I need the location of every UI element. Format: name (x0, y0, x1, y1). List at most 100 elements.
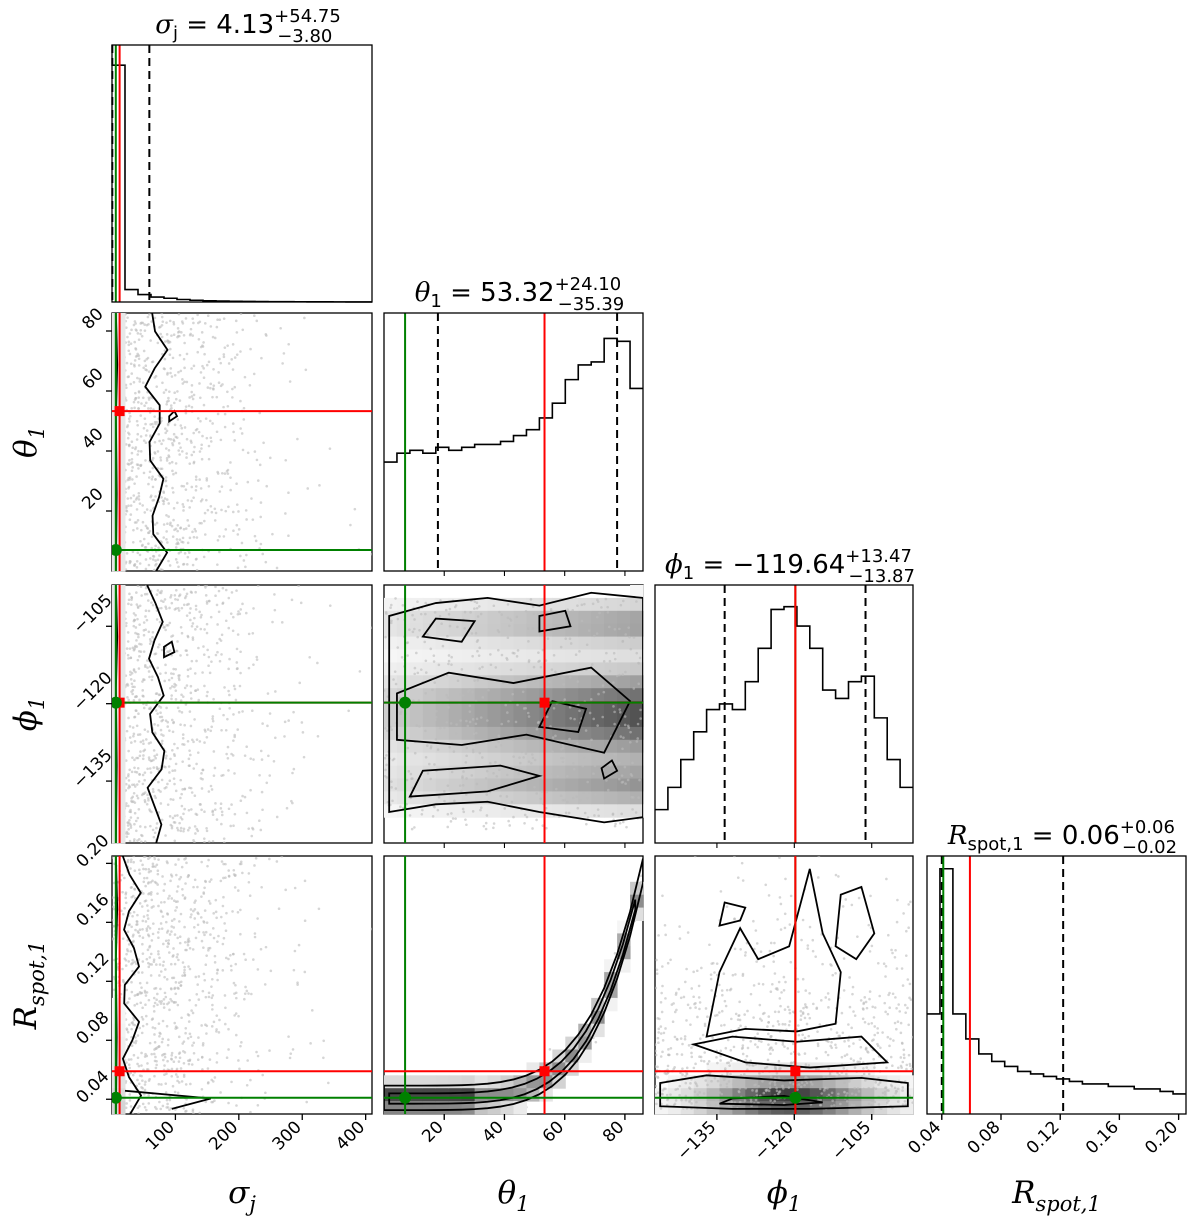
scatter-point (130, 671, 134, 675)
scatter-point (400, 655, 404, 659)
scatter-point (192, 431, 195, 435)
scatter-point (689, 1006, 692, 1010)
scatter-point (704, 1079, 708, 1082)
scatter-point (183, 366, 186, 370)
scatter-point (692, 995, 695, 999)
scatter-point (445, 693, 448, 697)
scatter-point (221, 602, 225, 605)
scatter-point (128, 332, 132, 335)
scatter-point (823, 1089, 826, 1092)
density-cell (448, 649, 463, 663)
scatter-point (725, 1061, 729, 1065)
scatter-point (136, 632, 139, 636)
scatter-point (729, 1048, 733, 1052)
scatter-point (223, 994, 227, 997)
scatter-point (136, 605, 140, 608)
scatter-point (245, 989, 249, 993)
scatter-point (211, 927, 215, 930)
scatter-point (778, 997, 782, 1000)
scatter-point (169, 997, 172, 1001)
scatter-point (432, 660, 436, 663)
scatter-point (184, 594, 188, 598)
scatter-point (475, 782, 479, 786)
scatter-point (423, 720, 426, 724)
scatter-point (181, 1042, 185, 1045)
scatter-point (688, 1099, 691, 1103)
scatter-point (848, 1080, 851, 1083)
scatter-point (225, 911, 228, 915)
scatter-point (183, 968, 186, 972)
scatter-point (268, 857, 271, 861)
scatter-point (223, 472, 227, 475)
scatter-point (158, 439, 161, 443)
scatter-point (137, 491, 141, 495)
scatter-point (185, 614, 189, 617)
scatter-point (293, 886, 297, 890)
density-cell (539, 662, 553, 676)
scatter-point (219, 802, 223, 806)
scatter-point (212, 774, 216, 777)
scatter-point (232, 430, 235, 434)
scatter-point (569, 642, 573, 645)
scatter-point (816, 1044, 820, 1048)
scatter-point (474, 722, 478, 726)
scatter-point (284, 512, 287, 515)
scatter-point (192, 460, 196, 464)
density-cell (617, 662, 631, 676)
scatter-point (136, 839, 139, 842)
scatter-point (581, 764, 585, 768)
scatter-point (197, 998, 201, 1001)
scatter-point (135, 438, 139, 441)
scatter-point (129, 513, 133, 516)
scatter-point (265, 781, 269, 785)
scatter-point (170, 601, 174, 605)
scatter-point (408, 814, 412, 817)
scatter-point (167, 897, 170, 900)
scatter-point (164, 920, 168, 924)
scatter-point (620, 781, 624, 784)
scatter-point (203, 322, 207, 325)
scatter-point (908, 982, 912, 986)
scatter-point (497, 630, 501, 634)
density-cell (526, 739, 540, 754)
scatter-point (216, 412, 220, 416)
scatter-point (524, 752, 528, 755)
scatter-point (247, 872, 251, 875)
scatter-point (468, 720, 472, 724)
density-cell (693, 1088, 708, 1102)
scatter-point (596, 598, 599, 602)
scatter-point (191, 738, 194, 742)
scatter-point (252, 958, 255, 961)
scatter-point (211, 717, 214, 721)
scatter-point (176, 936, 179, 940)
scatter-point (237, 528, 241, 531)
scatter-point (165, 459, 169, 462)
scatter-point (144, 459, 147, 462)
scatter-point (153, 1033, 156, 1036)
scatter-point (232, 952, 235, 956)
scatter-point (525, 815, 529, 819)
scatter-point (843, 1081, 846, 1084)
scatter-point (195, 625, 199, 628)
scatter-point (197, 321, 200, 325)
scatter-point (140, 643, 143, 646)
scatter-point (210, 510, 214, 514)
scatter-point (197, 430, 201, 434)
scatter-point (167, 765, 171, 768)
scatter-point (626, 778, 630, 782)
scatter-point (497, 734, 501, 738)
scatter-point (420, 813, 424, 816)
scatter-point (447, 659, 451, 663)
scatter-point (126, 497, 130, 500)
scatter-point (906, 978, 910, 981)
scatter-point (188, 396, 191, 399)
scatter-point (769, 1052, 772, 1056)
scatter-point (605, 779, 608, 782)
scatter-point (157, 927, 161, 931)
scatter-point (177, 441, 181, 445)
scatter-point (411, 777, 414, 780)
scatter-point (210, 977, 214, 981)
scatter-point (804, 989, 808, 992)
scatter-point (229, 964, 233, 968)
scatter-point (138, 698, 141, 702)
